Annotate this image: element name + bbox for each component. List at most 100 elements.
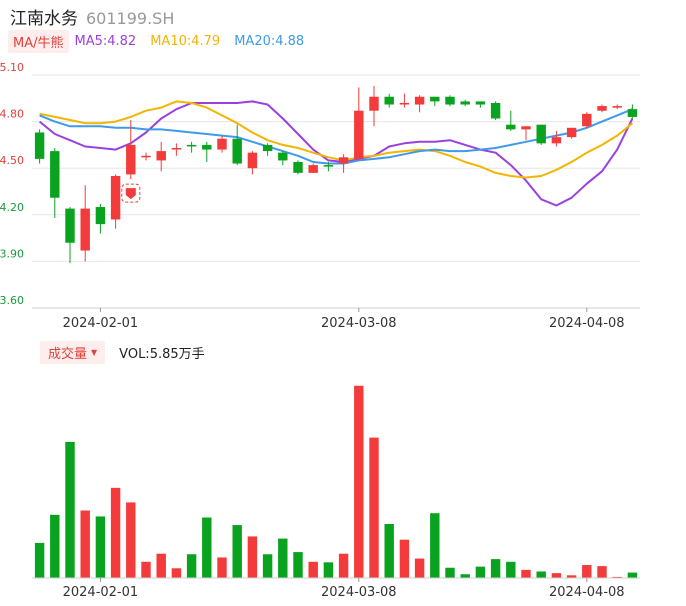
volume-bar bbox=[202, 517, 212, 578]
candle-down bbox=[490, 101, 501, 121]
candle-body bbox=[110, 175, 121, 220]
ma10-legend-item: MA10:4.79 bbox=[150, 33, 221, 49]
x-tick-label: 2024-03-08 bbox=[321, 316, 397, 331]
x-tick-label: 2024-02-01 bbox=[63, 585, 139, 600]
price-grid bbox=[32, 74, 640, 309]
candle-body bbox=[506, 124, 516, 130]
candle-down bbox=[506, 110, 516, 131]
x-tick-label: 2024-03-08 bbox=[321, 585, 397, 600]
x-tick-label: 2024-02-01 bbox=[63, 316, 139, 331]
price-y-axis: 5.10 4.80 4.50 4.20 3.90 3.60 bbox=[0, 61, 24, 307]
candle-body bbox=[156, 151, 166, 161]
volume-bar bbox=[384, 524, 394, 578]
candle-up bbox=[582, 112, 592, 128]
candle-down bbox=[293, 160, 303, 175]
candle-body bbox=[217, 138, 227, 150]
candle-up bbox=[338, 154, 349, 173]
volume-bar bbox=[278, 538, 288, 578]
candle-down bbox=[627, 104, 638, 119]
candle-down bbox=[95, 203, 106, 234]
volume-bar bbox=[293, 552, 303, 578]
volume-bar bbox=[323, 562, 334, 578]
candle-body bbox=[308, 165, 318, 173]
volume-bar bbox=[582, 565, 592, 578]
price-y-tick: 5.10 bbox=[0, 61, 24, 74]
candle-up bbox=[354, 87, 364, 161]
candle-up bbox=[156, 141, 166, 172]
volume-bar bbox=[445, 567, 455, 578]
volume-bar bbox=[80, 510, 90, 578]
candle-up bbox=[597, 104, 607, 113]
candle-down bbox=[232, 124, 242, 166]
candle-up bbox=[566, 127, 577, 139]
candle-up bbox=[171, 143, 182, 156]
candle-up bbox=[308, 163, 318, 173]
candles bbox=[34, 85, 638, 263]
candle-up bbox=[141, 152, 151, 161]
candle-down bbox=[202, 141, 212, 162]
candle-down bbox=[445, 95, 455, 107]
candle-up bbox=[369, 85, 379, 127]
volume-bar bbox=[506, 561, 516, 578]
candle-body bbox=[536, 124, 546, 144]
volume-bar bbox=[430, 513, 440, 578]
candle-body bbox=[323, 165, 334, 167]
volume-bar bbox=[627, 572, 638, 578]
volume-bar bbox=[50, 514, 60, 578]
candle-body bbox=[384, 96, 394, 105]
volume-bar bbox=[156, 553, 166, 578]
candle-body bbox=[399, 102, 410, 105]
fortune-badge-icon bbox=[121, 183, 141, 203]
price-y-tick: 4.80 bbox=[0, 108, 24, 121]
ma5-line bbox=[38, 100, 634, 207]
volume-bar bbox=[338, 553, 349, 578]
candle-body bbox=[338, 157, 349, 164]
candle-down bbox=[50, 148, 60, 218]
candle-body bbox=[202, 144, 212, 150]
volume-bar bbox=[369, 437, 379, 578]
ma-type-selector[interactable]: MA/牛熊 bbox=[8, 29, 69, 53]
candle-body bbox=[430, 96, 440, 102]
ma-lines bbox=[38, 100, 634, 207]
volume-bar bbox=[95, 516, 106, 578]
price-y-tick: 3.90 bbox=[0, 247, 24, 260]
candle-up bbox=[399, 93, 410, 108]
volume-bar bbox=[612, 576, 622, 578]
volume-type-selector[interactable]: 成交量 ▼ bbox=[40, 340, 106, 364]
candle-down bbox=[475, 101, 486, 108]
candle-up bbox=[551, 130, 562, 147]
candle-body bbox=[582, 113, 592, 127]
volume-x-axis: 2024-02-01 2024-03-08 2024-04-08 bbox=[32, 577, 640, 600]
price-y-tick: 3.60 bbox=[0, 294, 24, 307]
candle-body bbox=[460, 101, 470, 105]
candle-up bbox=[217, 135, 227, 153]
candle-body bbox=[262, 144, 273, 152]
candle-down bbox=[34, 129, 45, 164]
volume-bar bbox=[34, 542, 45, 578]
candle-down bbox=[460, 99, 470, 107]
ma10-line bbox=[39, 100, 634, 179]
candle-body bbox=[597, 106, 607, 111]
volume-bar bbox=[308, 561, 318, 578]
volume-bars bbox=[34, 385, 638, 578]
candle-up bbox=[521, 126, 531, 141]
volume-bar bbox=[141, 561, 151, 578]
candle-body bbox=[445, 96, 455, 105]
volume-bar bbox=[399, 539, 410, 578]
volume-type-label: 成交量 bbox=[48, 346, 88, 362]
ma-legend: MA/牛熊 MA5:4.82 MA10:4.79 MA20:4.88 bbox=[8, 29, 318, 53]
ma20-line bbox=[39, 108, 633, 165]
candle-body bbox=[551, 137, 562, 144]
caret-down-icon: ▼ bbox=[91, 347, 98, 357]
candle-body bbox=[232, 138, 242, 164]
candle-down bbox=[536, 124, 546, 145]
candle-down bbox=[278, 151, 288, 166]
candle-body bbox=[475, 101, 486, 105]
candle-body bbox=[354, 110, 364, 159]
x-tick-label: 2024-04-08 bbox=[549, 585, 625, 600]
volume-bar bbox=[354, 385, 364, 578]
candle-body bbox=[171, 148, 182, 150]
ma5-legend-item: MA5:4.82 bbox=[74, 33, 137, 49]
candle-body bbox=[126, 144, 136, 175]
